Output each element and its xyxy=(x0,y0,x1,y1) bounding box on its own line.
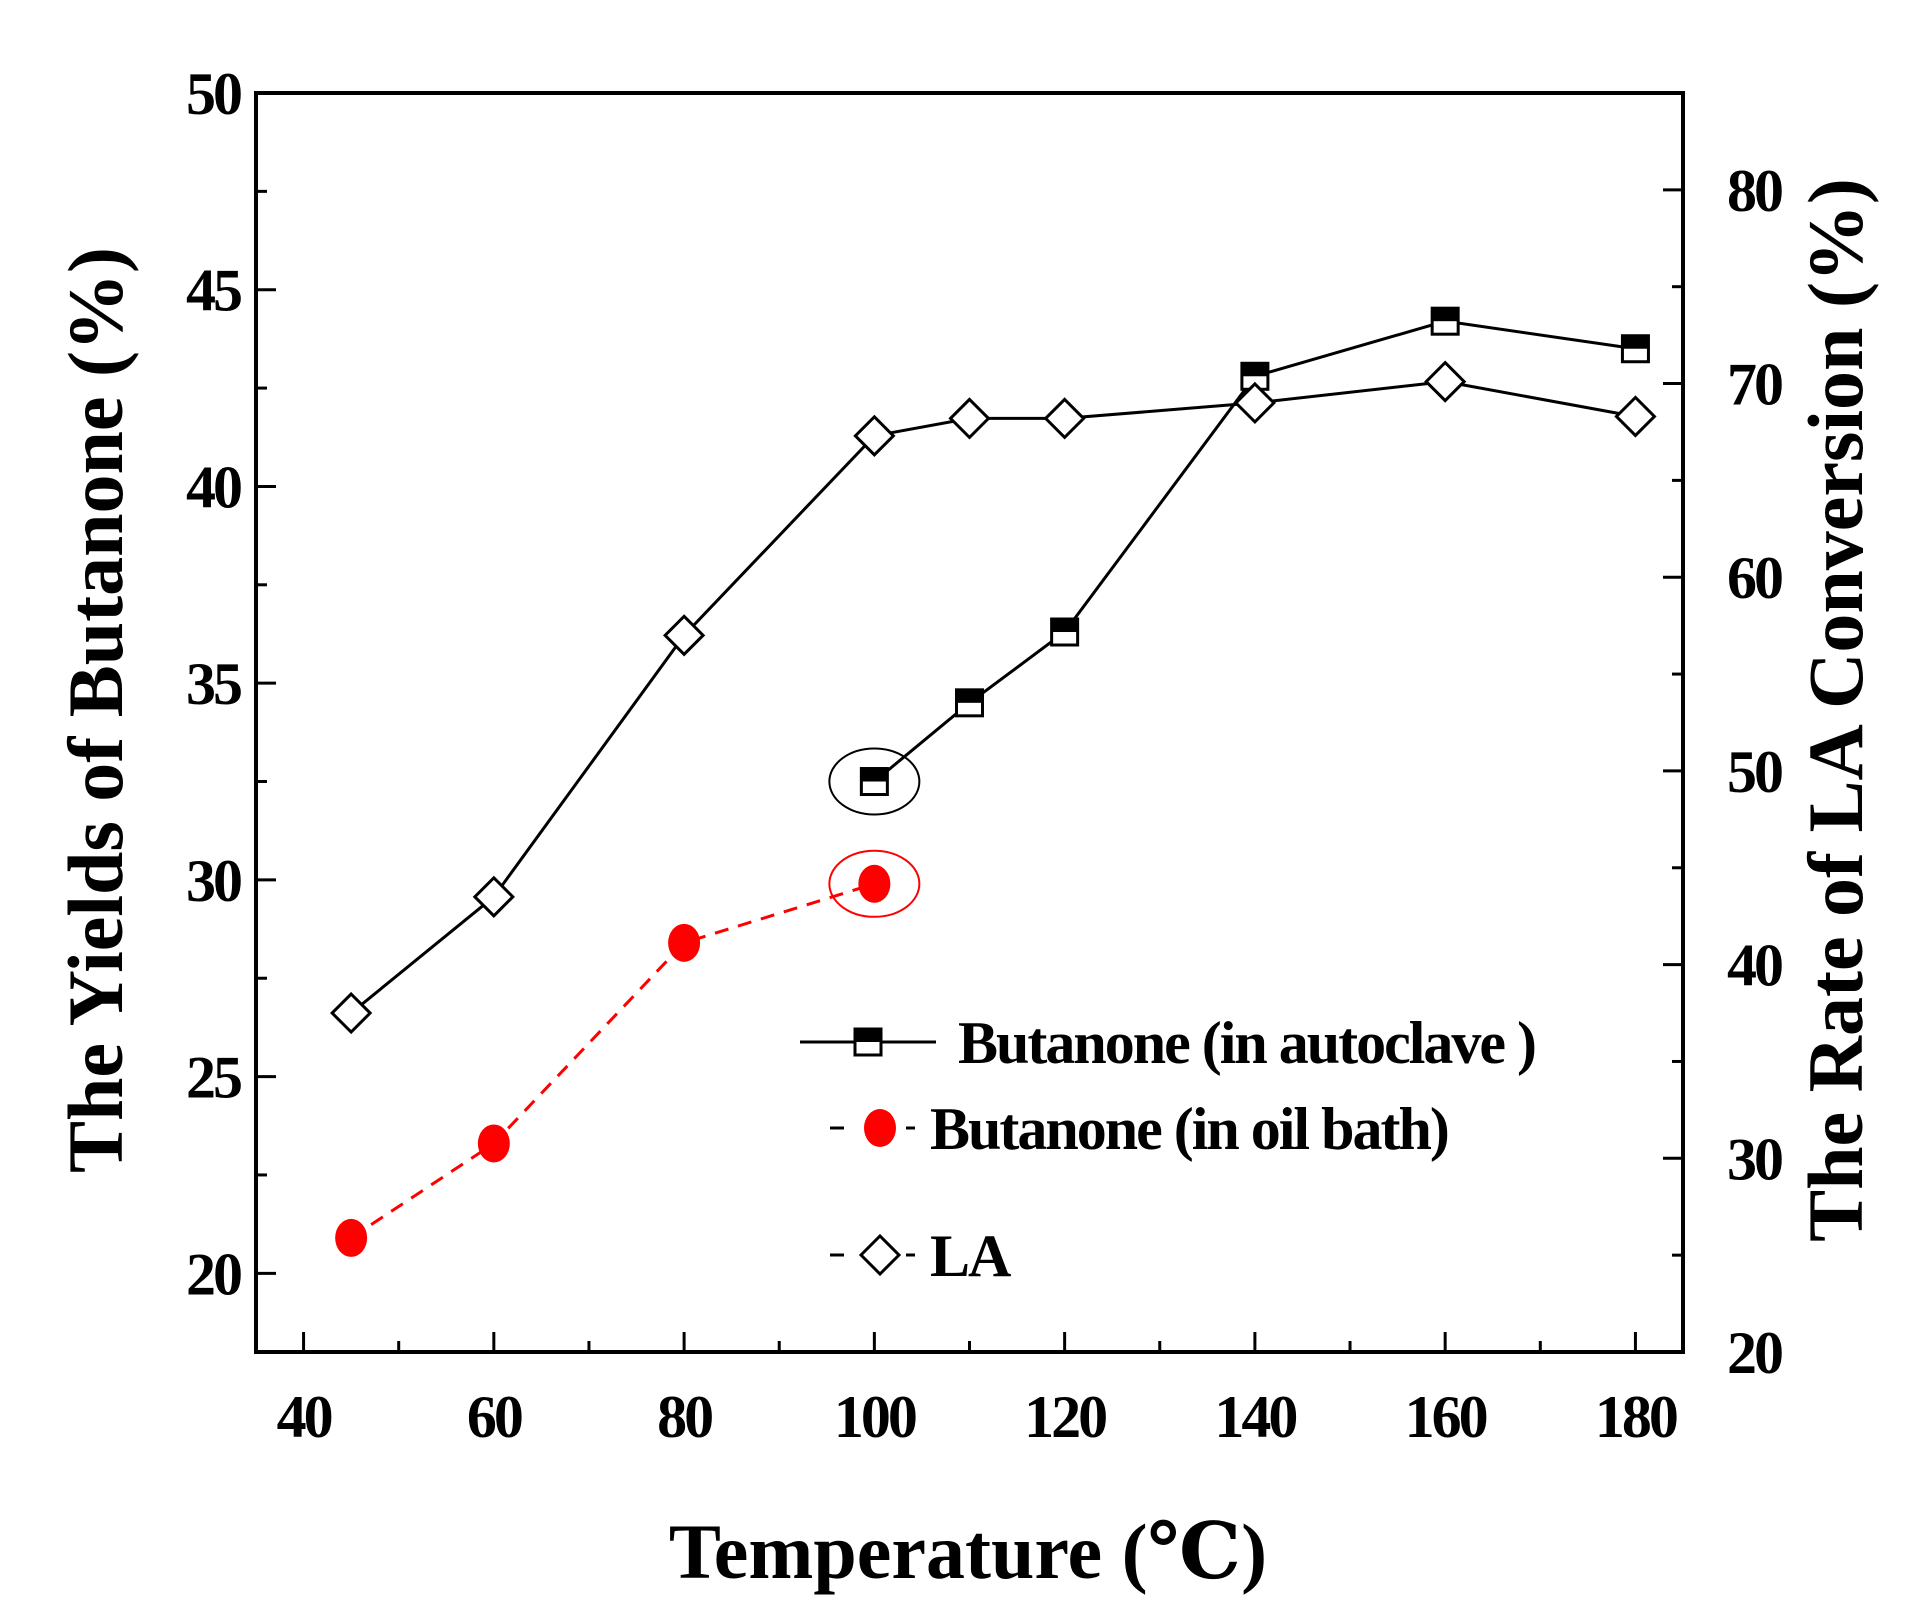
left-y-axis-ticks: 20 25 30 35 40 45 50 xyxy=(186,61,276,1307)
x-tick-label: 140 xyxy=(1214,1384,1296,1450)
half-filled-square-marker xyxy=(859,767,889,797)
half-filled-square-marker xyxy=(955,688,984,718)
open-diamond-marker xyxy=(853,414,896,457)
x-axis-ticks: 40 60 80 100 120 140 160 180 xyxy=(277,1332,1680,1450)
x-tick-label: 60 xyxy=(467,1384,522,1450)
open-diamond-marker xyxy=(1424,360,1467,403)
legend: Butanone (in autoclave ) Butanone (in oil… xyxy=(800,1010,1537,1289)
filled-circle-marker xyxy=(858,864,891,903)
left-y-axis-title: The Yields of Butanone (%) xyxy=(52,247,139,1173)
x-tick-label: 40 xyxy=(277,1384,332,1450)
y2-tick-label: 70 xyxy=(1727,352,1782,418)
y-tick-label: 45 xyxy=(186,258,241,324)
marker-fill xyxy=(1051,619,1078,633)
legend-label: Butanone (in autoclave ) xyxy=(958,1010,1535,1076)
x-tick-label: 120 xyxy=(1024,1384,1106,1450)
open-diamond-marker xyxy=(1614,395,1657,438)
x-tick-label: 180 xyxy=(1595,1384,1677,1450)
filled-circle-marker xyxy=(668,923,701,962)
half-filled-square-marker xyxy=(1240,361,1270,391)
plot-frame xyxy=(254,91,1685,1354)
y-tick-label: 25 xyxy=(186,1045,241,1111)
series-0 xyxy=(859,306,1650,797)
series-line xyxy=(873,319,1636,783)
open-diamond-marker xyxy=(662,614,706,657)
series-2 xyxy=(330,360,1657,1035)
legend-label: Butanone (in oil bath) xyxy=(930,1096,1448,1162)
filled-circle-marker xyxy=(864,1109,896,1147)
open-diamond-marker xyxy=(1233,381,1277,425)
filled-circle-marker xyxy=(477,1124,510,1163)
half-filled-square-marker xyxy=(1050,617,1080,647)
y2-tick-label: 60 xyxy=(1727,545,1782,611)
y-tick-label: 50 xyxy=(186,61,241,127)
y-tick-label: 20 xyxy=(186,1241,241,1307)
x-tick-label: 160 xyxy=(1405,1384,1487,1450)
highlight-ellipse xyxy=(828,747,921,816)
marker-fill xyxy=(1241,363,1268,377)
marker-fill xyxy=(1622,335,1649,349)
open-diamond-marker xyxy=(948,397,991,440)
y2-tick-label: 80 xyxy=(1727,158,1782,224)
x-tick-label: 80 xyxy=(657,1384,712,1450)
series-1 xyxy=(335,864,891,1257)
y2-tick-label: 30 xyxy=(1727,1126,1782,1192)
right-y-axis-title: The Rate of LA Conversion (%) xyxy=(1792,178,1879,1242)
open-diamond-marker xyxy=(472,875,515,918)
y-tick-label: 30 xyxy=(186,848,241,914)
half-filled-square-marker xyxy=(1430,306,1460,336)
open-diamond-marker xyxy=(330,991,373,1035)
filled-circle-marker xyxy=(335,1218,368,1257)
y2-tick-label: 20 xyxy=(1727,1320,1782,1386)
right-y-axis-ticks: 20 30 40 50 60 70 80 xyxy=(1663,91,1785,1386)
open-diamond-marker xyxy=(858,1233,902,1277)
annotation-layer xyxy=(828,747,921,918)
y-tick-label: 35 xyxy=(186,651,241,717)
half-filled-square-marker xyxy=(1620,334,1650,364)
series-line xyxy=(350,882,875,1240)
y-tick-label: 40 xyxy=(186,454,241,520)
series-line xyxy=(350,380,1636,1015)
legend-item: Butanone (in oil bath) xyxy=(830,1096,1450,1162)
plot-border xyxy=(254,91,1685,1354)
series-layer xyxy=(330,306,1657,1257)
legend-label: LA xyxy=(930,1223,1011,1289)
legend-item: Butanone (in autoclave ) xyxy=(800,1010,1537,1076)
marker-fill xyxy=(861,768,888,782)
marker-fill xyxy=(855,1029,881,1042)
half-filled-square-marker xyxy=(853,1027,883,1057)
x-axis-title: Temperature (℃) xyxy=(669,1508,1267,1595)
marker-fill xyxy=(1432,308,1459,322)
legend-item: LA xyxy=(830,1223,1013,1289)
open-diamond-marker xyxy=(1043,397,1086,440)
y2-tick-label: 40 xyxy=(1727,933,1782,999)
highlight-ellipse xyxy=(828,849,921,918)
marker-fill xyxy=(956,689,983,703)
x-tick-label: 100 xyxy=(834,1384,916,1450)
y2-tick-label: 50 xyxy=(1727,739,1782,805)
